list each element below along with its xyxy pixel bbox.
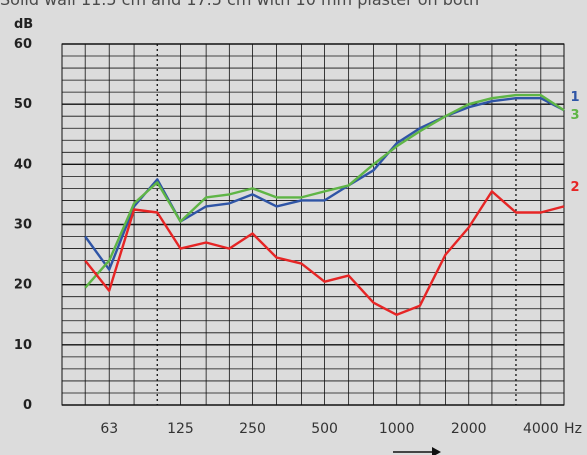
series-line-3 [84,93,565,289]
x-tick-label: 1000 [379,421,415,437]
x-tick-label: 500 [311,421,338,437]
x-tick-label: 250 [239,421,266,437]
series-lines [84,93,565,316]
grid [61,43,565,406]
arrow-annotation [393,447,441,455]
x-tick-labels: 63 125 250 500 1000 2000 4000 Hz [100,421,582,437]
y-axis-unit: dB [14,17,34,32]
y-tick-label: 10 [14,338,32,353]
x-tick-label: 4000 [523,421,559,437]
y-tick-labels: 0 10 20 30 40 50 60 [14,37,32,413]
plot-frame [61,43,565,406]
y-tick-label: 20 [14,278,32,293]
y-tick-label: 0 [23,398,32,413]
x-tick-label: 125 [167,421,194,437]
series-line-2 [84,190,565,316]
y-tick-label: 30 [14,218,32,233]
x-tick-label: 63 [100,421,118,437]
x-tick-label: 2000 [451,421,487,437]
series-label-2: 2 [570,180,579,195]
chart-title: Solid wall 11.5 cm and 17.5 cm with 10 m… [0,0,587,12]
series-labels: 1 3 2 [570,90,579,195]
series-label-3: 3 [570,108,579,123]
y-tick-label: 40 [14,157,32,172]
y-tick-label: 60 [14,37,32,52]
y-tick-label: 50 [14,97,32,112]
series-label-1: 1 [570,90,579,105]
x-axis-unit: Hz [564,421,582,437]
